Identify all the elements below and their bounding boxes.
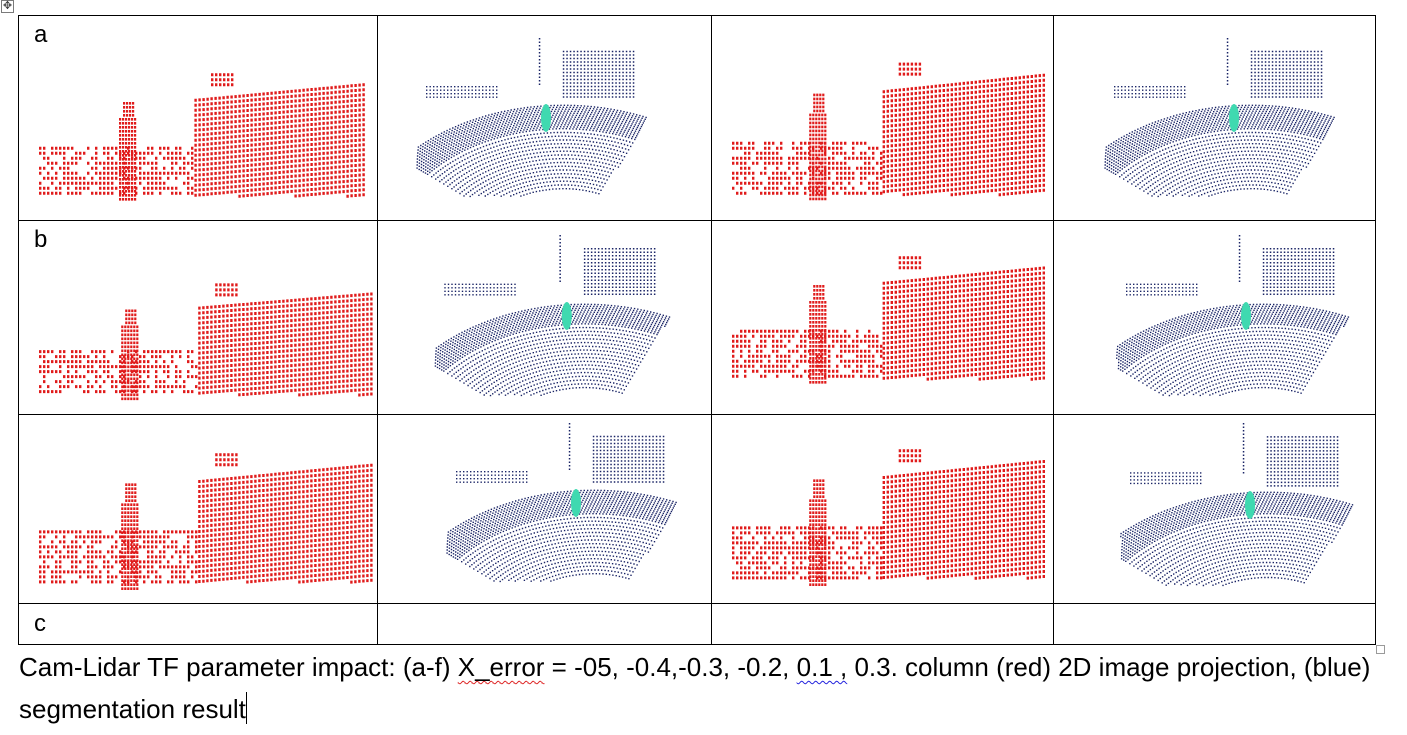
row-label-b: b (34, 226, 48, 253)
segmentation-points (434, 235, 671, 397)
table-cell-r3c1[interactable] (18, 414, 378, 604)
table-cell-r4c2[interactable] (377, 603, 712, 645)
table-cell-r3c2[interactable] (377, 414, 712, 604)
projection-point-cloud (39, 73, 365, 201)
figure-caption[interactable]: Cam-Lidar TF parameter impact: (a-f) X_e… (19, 646, 1389, 730)
pedestrian-cluster (561, 302, 572, 330)
table-move-handle-icon[interactable]: ✥ (1, 0, 14, 13)
projection-point-cloud (39, 453, 373, 590)
caption-x-error-term: X_error (457, 652, 545, 682)
caption-flagged-value: 0.1 , (796, 652, 848, 682)
table-cell-r3c4[interactable] (1053, 414, 1376, 604)
projection-point-cloud (732, 256, 1045, 384)
panel-e-segmentation (444, 423, 684, 583)
table-resize-handle[interactable] (1376, 645, 1385, 654)
projection-point-cloud (39, 283, 373, 401)
panel-d-projection (728, 237, 1050, 397)
segmentation-point-cloud (1104, 38, 1335, 198)
table-cell-r2c2[interactable] (377, 220, 712, 415)
projection-points (39, 73, 365, 201)
panel-b-projection (728, 42, 1050, 214)
projection-point-cloud (732, 449, 1045, 586)
segmentation-points (446, 423, 677, 583)
table-cell-r4c4[interactable] (1053, 603, 1376, 645)
caption-text-3: 0.3. column (red) 2D image projection, (… (19, 652, 1371, 724)
table-cell-r2c1[interactable]: b (18, 220, 378, 415)
panel-e-projection (35, 433, 375, 601)
segmentation-point-cloud (1120, 423, 1354, 587)
segmentation-point-cloud (1116, 235, 1350, 397)
segmentation-point-cloud (416, 38, 647, 198)
table-cell-r4c1[interactable]: c (18, 603, 378, 645)
table-cell-r1c1[interactable]: a (18, 15, 378, 221)
panel-b-segmentation (1102, 38, 1342, 198)
panel-c-segmentation (432, 235, 677, 397)
pedestrian-cluster (1245, 491, 1255, 519)
projection-points (39, 453, 373, 590)
segmentation-points (1104, 38, 1335, 198)
figure-table: a b c (18, 15, 1376, 645)
panel-c-projection (35, 266, 375, 411)
pedestrian-cluster (541, 104, 551, 132)
panel-f-segmentation (1118, 423, 1358, 587)
table-cell-r3c3[interactable] (711, 414, 1054, 604)
projection-points (732, 62, 1045, 201)
row-label-c: c (34, 610, 46, 637)
pedestrian-cluster (1229, 104, 1239, 132)
segmentation-point-cloud (446, 423, 677, 583)
segmentation-points (1120, 423, 1354, 587)
table-cell-r2c4[interactable] (1053, 220, 1376, 415)
segmentation-points (1116, 235, 1350, 397)
caption-text-1: Cam-Lidar TF parameter impact: (a-f) (19, 652, 458, 682)
projection-points (732, 449, 1045, 586)
panel-a-segmentation (414, 38, 654, 198)
segmentation-points (416, 38, 647, 198)
panel-a-projection (35, 54, 367, 214)
panel-d-segmentation (1114, 235, 1354, 397)
table-cell-r1c2[interactable] (377, 15, 712, 221)
table-cell-r1c3[interactable] (711, 15, 1054, 221)
table-cell-r4c3[interactable] (711, 603, 1054, 645)
pedestrian-cluster (1241, 302, 1251, 330)
projection-points (39, 283, 373, 401)
caption-text-2: = -05, -0.4,-0.3, -0.2, (544, 652, 797, 682)
projection-points (732, 256, 1045, 384)
pedestrian-cluster (571, 489, 581, 517)
text-cursor (245, 692, 247, 724)
panel-f-projection (728, 429, 1050, 597)
table-cell-r1c4[interactable] (1053, 15, 1376, 221)
projection-point-cloud (732, 62, 1045, 201)
table-cell-r2c3[interactable] (711, 220, 1054, 415)
segmentation-point-cloud (434, 235, 671, 397)
row-label-a: a (34, 21, 48, 48)
